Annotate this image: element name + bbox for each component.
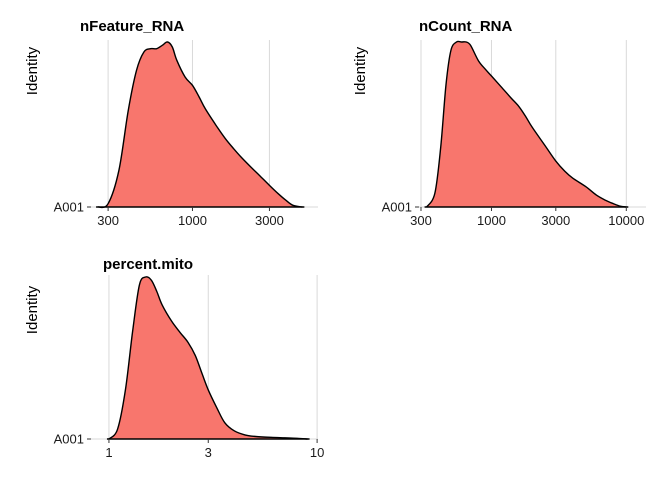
x-tick-label-ncount-rna-1: 1000 bbox=[477, 213, 506, 228]
x-tick-label-ncount-rna-2: 3000 bbox=[541, 213, 570, 228]
y-tick-label-nfeature-rna-a001: A001 bbox=[54, 200, 84, 215]
y-tick-label-percent-mito-a001: A001 bbox=[54, 432, 84, 447]
y-axis-label-nfeature-rna: Identity bbox=[24, 46, 41, 95]
x-tick-label-percent-mito-2: 10 bbox=[310, 445, 324, 460]
y-ticks-percent-mito: A001 bbox=[54, 432, 91, 447]
x-tick-label-nfeature-rna-0: 300 bbox=[97, 213, 119, 228]
ridges-ncount-rna bbox=[424, 40, 629, 208]
y-ticks-nfeature-rna: A001 bbox=[54, 200, 91, 215]
ridge-fill-nfeature-rna-a001 bbox=[98, 41, 303, 208]
x-ticks-ncount-rna: 300 1000 3000 10000 bbox=[410, 207, 644, 228]
x-tick-label-percent-mito-1: 3 bbox=[205, 445, 212, 460]
ridge-outline-nfeature-rna-a001 bbox=[97, 41, 303, 209]
panel-nfeature-rna: nFeature_RNA Identity A001 300 1000 3000 bbox=[24, 18, 318, 228]
panel-ncount-rna: nCount_RNA Identity A001 300 1000 3000 1000… bbox=[352, 18, 646, 228]
x-tick-label-ncount-rna-0: 300 bbox=[410, 213, 432, 228]
y-ticks-ncount-rna: A001 bbox=[382, 200, 419, 215]
ridges-nfeature-rna bbox=[96, 41, 305, 209]
x-tick-label-nfeature-rna-1: 1000 bbox=[178, 213, 207, 228]
panel-title-percent-mito: percent.mito bbox=[103, 256, 193, 273]
ridge-outline-percent-mito-a001 bbox=[108, 276, 308, 440]
y-tick-label-ncount-rna-a001: A001 bbox=[382, 200, 412, 215]
x-tick-label-percent-mito-0: 1 bbox=[105, 445, 112, 460]
panel-title-nfeature-rna: nFeature_RNA bbox=[80, 18, 184, 35]
ridge-fill-ncount-rna-a001 bbox=[426, 41, 627, 207]
y-axis-label-ncount-rna: Identity bbox=[352, 46, 369, 95]
y-axis-label-percent-mito: Identity bbox=[24, 285, 41, 334]
panel-title-ncount-rna: nCount_RNA bbox=[419, 18, 512, 35]
panel-percent-mito: percent.mito Identity A001 1 3 10 bbox=[24, 256, 324, 460]
x-tick-label-ncount-rna-3: 10000 bbox=[608, 213, 644, 228]
x-tick-label-nfeature-rna-2: 3000 bbox=[255, 213, 284, 228]
x-ticks-percent-mito: 1 3 10 bbox=[105, 439, 324, 460]
ridge-outline-ncount-rna-a001 bbox=[425, 40, 627, 208]
x-ticks-nfeature-rna: 300 1000 3000 bbox=[97, 207, 284, 228]
ridge-fill-percent-mito-a001 bbox=[108, 276, 308, 439]
